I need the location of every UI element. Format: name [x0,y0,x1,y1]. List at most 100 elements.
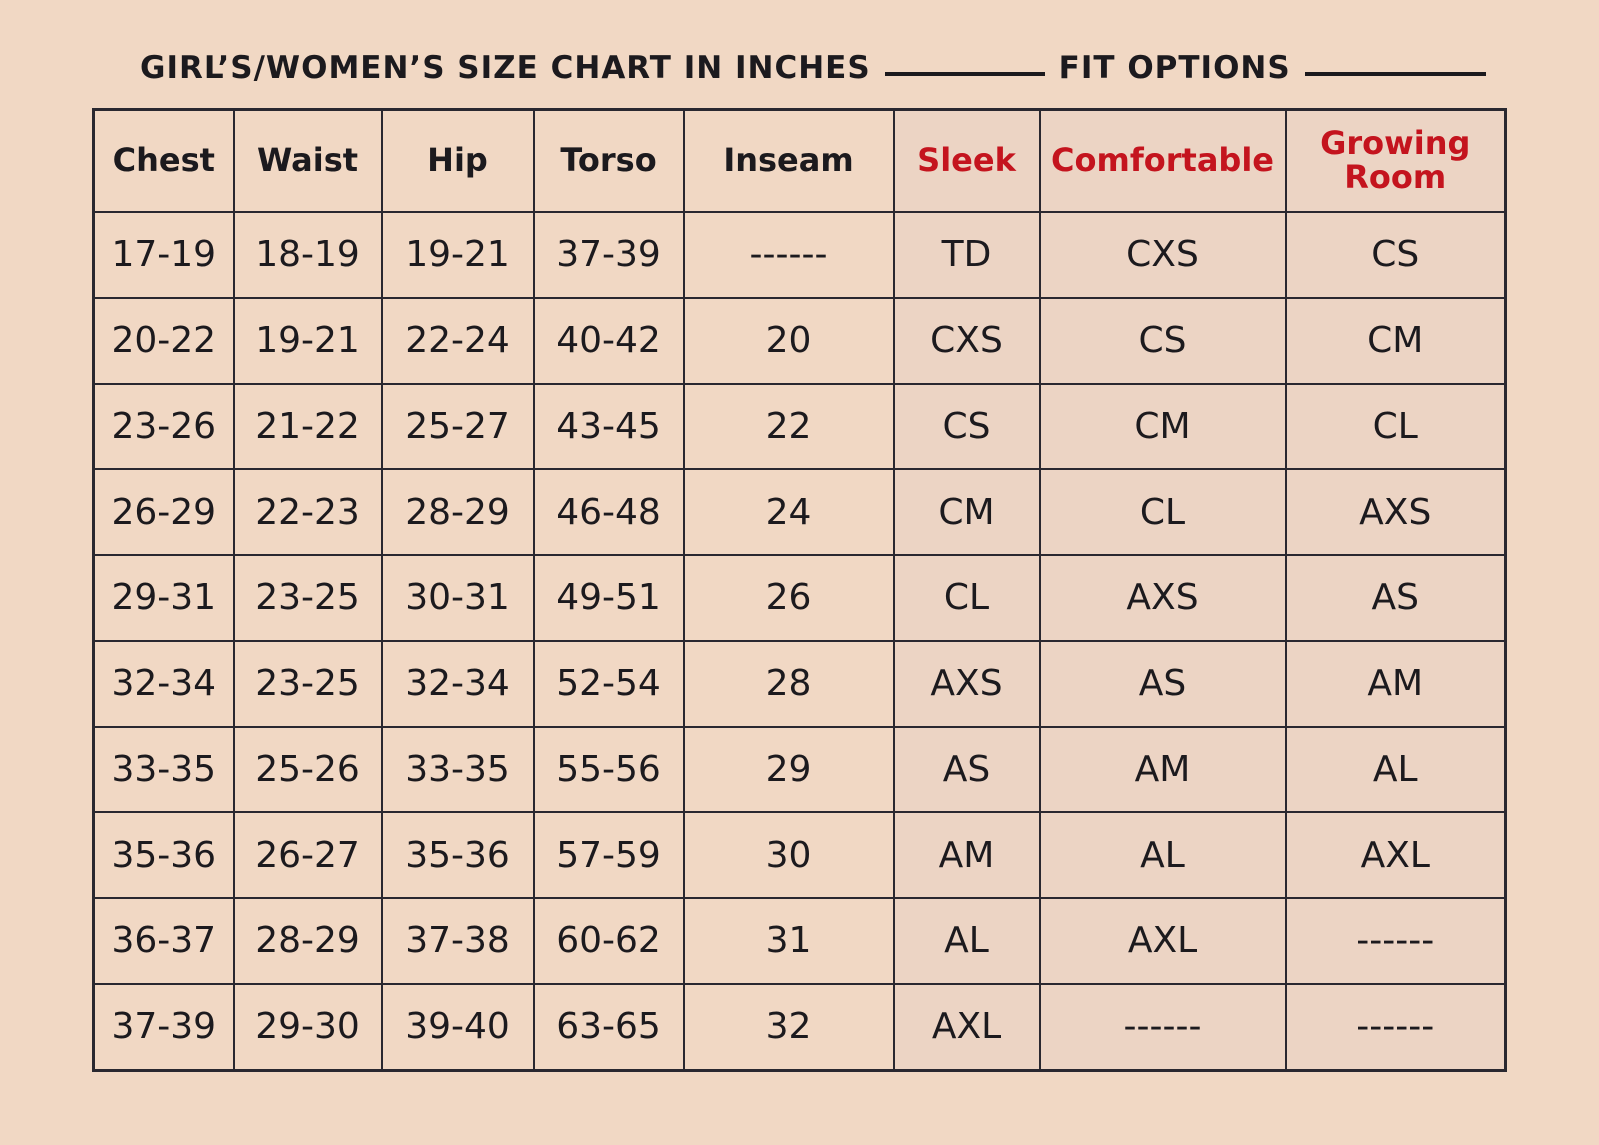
cell: ------ [1284,897,1507,985]
cell: 52-54 [532,639,685,728]
row: 32-34 23-25 32-34 52-54 28 AXS AS AM [92,639,1507,728]
cell: 29 [682,725,895,814]
cell: 21-22 [232,382,383,471]
row: 33-35 25-26 33-35 55-56 29 AS AM AL [92,725,1507,814]
cell: 32 [682,982,895,1072]
cell: CS [1038,296,1287,385]
cell: 55-56 [532,725,685,814]
rule [884,72,1045,76]
cell: CL [892,554,1041,642]
cell: 35-36 [92,811,235,899]
cell: AL [1284,725,1507,814]
cell: 36-37 [92,897,235,985]
cell: 22 [682,382,895,471]
column-header: Waist [232,108,383,213]
cell: CS [1284,211,1507,299]
cell: AM [1284,639,1507,728]
cell: ------ [682,211,895,299]
fit-options: FIT OPTIONS [1058,50,1291,86]
cell: 26 [682,554,895,642]
column-header: Comfortable [1038,108,1287,213]
cell: 60-62 [532,897,685,985]
cell: 29-30 [232,982,383,1072]
cell: AXS [1284,468,1507,556]
cell: AXS [892,639,1041,728]
cell: 49-51 [532,554,685,642]
row: 37-39 29-30 39-40 63-65 32 AXL ------ ------ [92,982,1507,1072]
row: 35-36 26-27 35-36 57-59 30 AM AL AXL [92,811,1507,899]
cell: AS [1284,554,1507,642]
row: 26-29 22-23 28-29 46-48 24 CM CL AXS [92,468,1507,556]
cell: 19-21 [380,211,535,299]
cell: 57-59 [532,811,685,899]
title: GIRL’S/WOMEN’S SIZE CHART IN INCHES [140,50,871,86]
column-header: Torso [532,108,685,213]
row: 23-26 21-22 25-27 43-45 22 CS CM CL [92,382,1507,471]
column-header: Hip [380,108,535,213]
size-table: Chest Waist Hip Torso Inseam Sleek Comfortable… [92,108,1507,1072]
cell: 18-19 [232,211,383,299]
cell: 26-29 [92,468,235,556]
cell: AL [892,897,1041,985]
cell: 22-24 [380,296,535,385]
cell: CM [1284,296,1507,385]
cell: 37-39 [532,211,685,299]
cell: 20-22 [92,296,235,385]
cell: AXL [1038,897,1287,985]
cell: 28-29 [232,897,383,985]
row: 36-37 28-29 37-38 60-62 31 AL AXL ------ [92,897,1507,985]
column-header: Inseam [682,108,895,213]
cell: AXL [892,982,1041,1072]
cell: AL [1038,811,1287,899]
cell: 23-25 [232,554,383,642]
cell: 24 [682,468,895,556]
cell: 25-27 [380,382,535,471]
column-header: Sleek [892,108,1041,213]
cell: CL [1284,382,1507,471]
cell: AXL [1284,811,1507,899]
column-header: Chest [92,108,235,213]
cell: 35-36 [380,811,535,899]
cell: 23-25 [232,639,383,728]
cell: 23-26 [92,382,235,471]
header-row: Chest Waist Hip Torso Inseam Sleek Comfortable… [92,108,1507,213]
row: 29-31 23-25 30-31 49-51 26 CL AXS AS [92,554,1507,642]
cell: 22-23 [232,468,383,556]
cell: 19-21 [232,296,383,385]
cell: 26-27 [232,811,383,899]
cell: AM [892,811,1041,899]
row: 17-19 18-19 19-21 37-39 ------ TD CXS CS [92,211,1507,299]
cell: ------ [1038,982,1287,1072]
cell: 37-39 [92,982,235,1072]
cell: CXS [1038,211,1287,299]
rule [1304,72,1486,76]
cell: 31 [682,897,895,985]
cell: AM [1038,725,1287,814]
cell: 29-31 [92,554,235,642]
cell: 30 [682,811,895,899]
cell: 17-19 [92,211,235,299]
cell: CS [892,382,1041,471]
cell: CM [1038,382,1287,471]
table-body: 17-19 18-19 19-21 37-39 ------ TD CXS CS 20-22 19… [92,211,1507,1072]
header: GIRL’S/WOMEN’S SIZE CHART IN INCHES FIT … [140,36,1500,86]
cell: 40-42 [532,296,685,385]
cell: 32-34 [92,639,235,728]
cell: 43-45 [532,382,685,471]
cell: CM [892,468,1041,556]
cell: 37-38 [380,897,535,985]
cell: AS [892,725,1041,814]
cell: 30-31 [380,554,535,642]
cell: 33-35 [92,725,235,814]
cell: 32-34 [380,639,535,728]
cell: 46-48 [532,468,685,556]
column-header: Growing Room [1284,108,1507,213]
cell: 20 [682,296,895,385]
cell: TD [892,211,1041,299]
cell: ------ [1284,982,1507,1072]
cell: 63-65 [532,982,685,1072]
cell: CL [1038,468,1287,556]
cell: 33-35 [380,725,535,814]
cell: AXS [1038,554,1287,642]
